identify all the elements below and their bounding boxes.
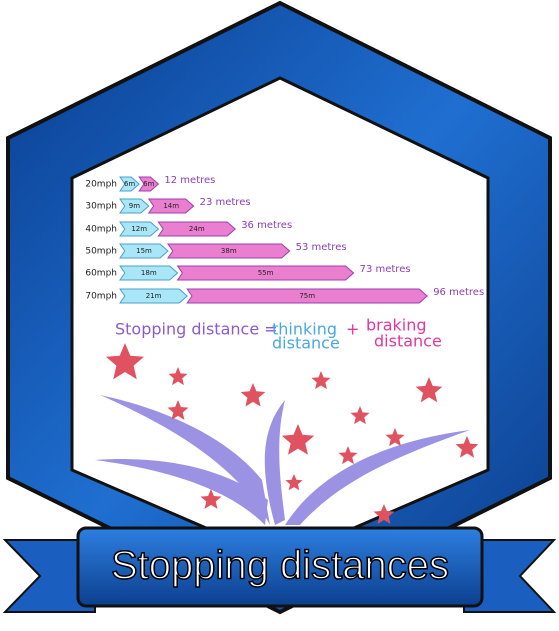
star <box>200 489 222 509</box>
star <box>311 371 331 390</box>
formula-braking: braking <box>366 316 427 335</box>
star <box>106 343 144 380</box>
bar-segment <box>119 265 179 281</box>
star <box>373 504 395 524</box>
flourish <box>95 395 470 525</box>
bar-segment <box>157 221 236 237</box>
value-label: 12m <box>131 225 147 233</box>
value-label: 14m <box>163 202 179 210</box>
stars <box>106 343 479 524</box>
value-label: 38m <box>221 247 237 255</box>
total-label: 23 metres <box>200 197 251 208</box>
star <box>281 424 315 455</box>
banner: Stopping distances <box>2 526 557 613</box>
bar-segment <box>119 176 140 192</box>
value-label: 24m <box>189 225 205 233</box>
star <box>385 428 405 447</box>
banner-body <box>76 526 484 608</box>
value-label: 9m <box>129 202 140 210</box>
bar-segment <box>186 288 428 304</box>
bar-segment <box>138 176 160 192</box>
value-label: 55m <box>258 269 274 277</box>
star <box>338 446 358 465</box>
chart: 20mph 6m 6m 12 metres 30mph 9m 14m 23 metres 40m… <box>85 175 484 304</box>
star <box>167 400 189 420</box>
total-label: 73 metres <box>360 264 411 275</box>
category-label: 70mph <box>85 292 117 302</box>
value-label: 75m <box>299 292 315 300</box>
bar-segment <box>119 243 169 259</box>
category-label: 50mph <box>85 247 117 257</box>
star <box>285 474 303 491</box>
star <box>240 383 266 407</box>
category-label: 30mph <box>85 202 117 212</box>
value-label: 6m <box>124 180 135 188</box>
bar-segment <box>119 221 160 237</box>
bar-segment <box>176 265 355 281</box>
formula-thinking: distance <box>272 334 340 353</box>
star <box>455 436 479 458</box>
bar-segment <box>119 288 188 304</box>
star <box>168 367 188 386</box>
bar-segment <box>147 198 195 214</box>
value-label: 21m <box>146 292 162 300</box>
total-label: 36 metres <box>241 220 292 231</box>
total-label: 96 metres <box>433 287 484 298</box>
formula-plus: + <box>346 320 359 339</box>
value-label: 18m <box>141 269 157 277</box>
total-label: 53 metres <box>296 242 347 253</box>
bar-segment <box>119 198 150 214</box>
banner-title: Stopping distances <box>111 544 449 588</box>
category-label: 20mph <box>85 180 117 190</box>
category-label: 60mph <box>85 269 117 279</box>
formula: Stopping distance = thinking distance + … <box>115 316 442 353</box>
bar-segment <box>167 243 291 259</box>
star <box>350 406 370 425</box>
value-label: 6m <box>143 180 154 188</box>
value-label: 15m <box>136 247 152 255</box>
formula-left: Stopping distance = <box>115 320 278 339</box>
formula-braking: distance <box>374 332 442 351</box>
star <box>415 377 443 403</box>
formula-thinking: thinking <box>272 320 337 339</box>
total-label: 12 metres <box>164 175 215 186</box>
category-label: 40mph <box>85 225 117 235</box>
